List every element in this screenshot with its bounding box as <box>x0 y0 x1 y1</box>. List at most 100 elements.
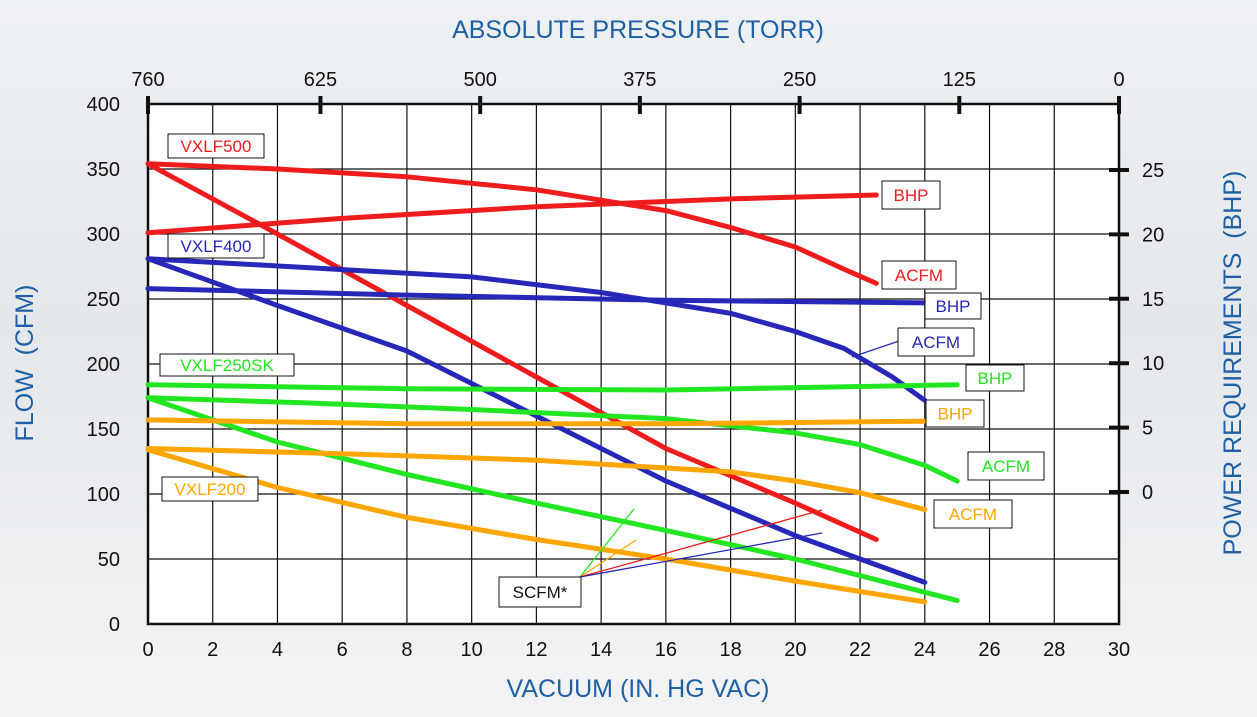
label-text: BHP <box>978 369 1013 388</box>
series-vxlf400-acfm <box>145 256 928 403</box>
x2-tick-label: 375 <box>623 69 656 91</box>
x-tick-label: 4 <box>272 639 283 661</box>
x-tick-label: 0 <box>142 639 153 661</box>
y-tick-label: 300 <box>87 224 120 246</box>
x-tick-label: 8 <box>401 639 412 661</box>
chart-axes: 0 2 4 6 8 10 12 14 16 18 20 22 24 26 28 300501001502002… <box>87 69 1165 661</box>
annotation-pointer <box>579 532 823 578</box>
x-tick-label: 18 <box>719 639 741 661</box>
series-vxlf250sk-bhp <box>145 382 960 393</box>
label-text: VXLF400 <box>181 237 252 256</box>
label-text: ACFM <box>912 333 960 352</box>
series-vxlf250sk-acfm <box>145 395 960 484</box>
x-tick-label: 14 <box>590 639 612 661</box>
y-tick-label: 150 <box>87 419 120 441</box>
x-tick-label: 20 <box>784 639 806 661</box>
x2-tick-label: 125 <box>943 69 976 91</box>
y2-tick-label: 15 <box>1142 289 1164 311</box>
label-box <box>924 292 982 320</box>
x-tick-label: 26 <box>978 639 1000 661</box>
label-box <box>897 327 975 357</box>
y2-tick-label: 20 <box>1142 224 1164 246</box>
label-text: VXLF200 <box>175 480 246 499</box>
y2-tick-label: 5 <box>1142 418 1153 440</box>
label-box <box>159 353 295 377</box>
label-text: SCFM* <box>513 583 568 602</box>
y-tick-label: 350 <box>87 159 120 181</box>
label-box <box>933 499 1013 529</box>
label-acfm-11: ACFM <box>933 499 1013 529</box>
x2-tick-label: 0 <box>1113 69 1124 91</box>
label-box <box>167 233 265 259</box>
y2-tick-label: 25 <box>1142 160 1164 182</box>
x2-axis-title: ABSOLUTE PRESSURE (TORR) <box>452 16 824 44</box>
series-vxlf200-acfm <box>145 446 928 513</box>
series-vxlf250sk-scfm <box>145 395 960 604</box>
series-vxlf400-bhp <box>145 286 928 306</box>
label-acfm-5: ACFM <box>881 260 957 290</box>
label-bhp-6: BHP <box>924 292 982 320</box>
x-tick-label: 30 <box>1108 639 1130 661</box>
x-tick-label: 6 <box>337 639 348 661</box>
series-vxlf400-scfm <box>145 256 928 585</box>
series-vxlf500-scfm <box>145 161 879 542</box>
label-vxlf400-1: VXLF400 <box>167 233 265 259</box>
y-tick-label: 100 <box>87 484 120 506</box>
label-bhp-9: BHP <box>925 399 985 428</box>
series-vxlf500-bhp <box>145 192 879 236</box>
annotation-pointers <box>579 340 900 578</box>
x-tick-label: 28 <box>1043 639 1065 661</box>
label-box <box>965 364 1025 392</box>
y-tick-label: 200 <box>87 354 120 376</box>
label-text: BHP <box>938 405 973 424</box>
x-tick-label: 24 <box>914 639 936 661</box>
label-text: ACFM <box>982 457 1030 476</box>
annotation-pointer <box>579 539 637 578</box>
y2-tick-label: 10 <box>1142 353 1164 375</box>
label-box <box>167 133 265 159</box>
series-vxlf500-acfm <box>145 161 879 286</box>
y-axis-title: FLOW (CFM) <box>11 285 39 442</box>
annotation-pointer <box>851 340 900 358</box>
label-box <box>161 476 259 502</box>
y-tick-label: 400 <box>87 94 120 116</box>
x2-tick-label: 760 <box>131 69 164 91</box>
label-box <box>881 260 957 290</box>
x-axis-title: VACUUM (IN. HG VAC) <box>507 675 770 703</box>
label-box <box>498 576 582 608</box>
label-box <box>967 451 1045 481</box>
y2-axis-title: POWER REQUIREMENTS (BHP) <box>1219 171 1247 556</box>
label-text: VXLF500 <box>181 137 252 156</box>
label-box <box>881 180 941 210</box>
chart-series <box>145 161 960 605</box>
x-tick-label: 22 <box>849 639 871 661</box>
label-vxlf250sk-2: VXLF250SK <box>159 353 295 377</box>
x-tick-label: 10 <box>461 639 483 661</box>
y-tick-label: 250 <box>87 289 120 311</box>
x2-tick-label: 250 <box>783 69 816 91</box>
label-scfm-12: SCFM* <box>498 576 582 608</box>
y-tick-label: 50 <box>98 549 120 571</box>
series-vxlf200-scfm <box>145 447 928 605</box>
label-text: BHP <box>894 186 929 205</box>
x-tick-label: 12 <box>525 639 547 661</box>
label-text: ACFM <box>949 505 997 524</box>
chart-labels: VXLF500 VXLF400 VXLF250SK VXLF200 BHP ACFM BHP… <box>159 133 1045 608</box>
y-tick-label: 0 <box>109 614 120 636</box>
label-bhp-8: BHP <box>965 364 1025 392</box>
annotation-pointer <box>579 508 635 578</box>
label-acfm-7: ACFM <box>897 327 975 357</box>
series-vxlf200-bhp <box>145 417 928 427</box>
label-text: BHP <box>936 297 971 316</box>
x2-tick-label: 625 <box>304 69 337 91</box>
label-vxlf200-3: VXLF200 <box>161 476 259 502</box>
x2-tick-label: 500 <box>463 69 496 91</box>
label-box <box>925 399 985 428</box>
label-acfm-10: ACFM <box>967 451 1045 481</box>
annotation-pointer <box>579 509 823 578</box>
x-tick-label: 16 <box>655 639 677 661</box>
y2-tick-label: 0 <box>1142 482 1153 504</box>
x-tick-label: 2 <box>207 639 218 661</box>
label-text: ACFM <box>895 266 943 285</box>
